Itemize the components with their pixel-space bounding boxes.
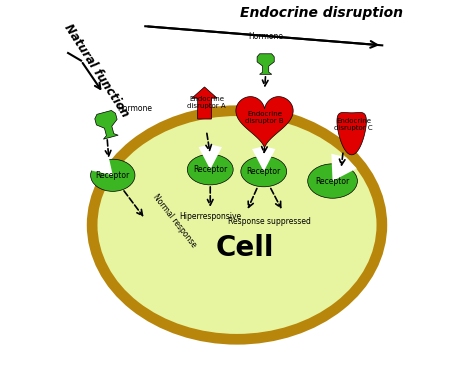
Polygon shape: [192, 87, 217, 119]
Text: Hiperresponsive: Hiperresponsive: [179, 213, 241, 221]
Polygon shape: [199, 144, 222, 169]
Ellipse shape: [241, 156, 287, 187]
Polygon shape: [236, 97, 293, 148]
Text: Receptor: Receptor: [315, 177, 350, 186]
Polygon shape: [331, 154, 357, 181]
Polygon shape: [337, 112, 366, 155]
Text: Cell: Cell: [215, 234, 274, 262]
Polygon shape: [95, 110, 118, 139]
Ellipse shape: [91, 159, 135, 191]
Text: Hormone: Hormone: [248, 32, 283, 41]
Text: Endocrine
disruptor B: Endocrine disruptor B: [245, 112, 284, 124]
Ellipse shape: [98, 116, 376, 334]
Text: Receptor: Receptor: [193, 165, 228, 174]
Text: Endocrine
disruptor C: Endocrine disruptor C: [334, 118, 373, 131]
Ellipse shape: [87, 105, 387, 345]
Polygon shape: [252, 146, 275, 171]
Text: Endocrine
disruptor A: Endocrine disruptor A: [187, 96, 226, 109]
Text: Hormone: Hormone: [118, 104, 152, 113]
Ellipse shape: [308, 164, 357, 198]
Polygon shape: [89, 151, 113, 175]
Ellipse shape: [187, 154, 233, 185]
Text: Receptor: Receptor: [246, 167, 281, 176]
Text: Natural function: Natural function: [61, 21, 131, 119]
Text: Receptor: Receptor: [96, 171, 130, 180]
Text: Endocrine disruption: Endocrine disruption: [239, 6, 402, 20]
Polygon shape: [257, 54, 274, 74]
Text: Response suppressed: Response suppressed: [228, 217, 311, 226]
Text: Normal response: Normal response: [151, 193, 198, 249]
